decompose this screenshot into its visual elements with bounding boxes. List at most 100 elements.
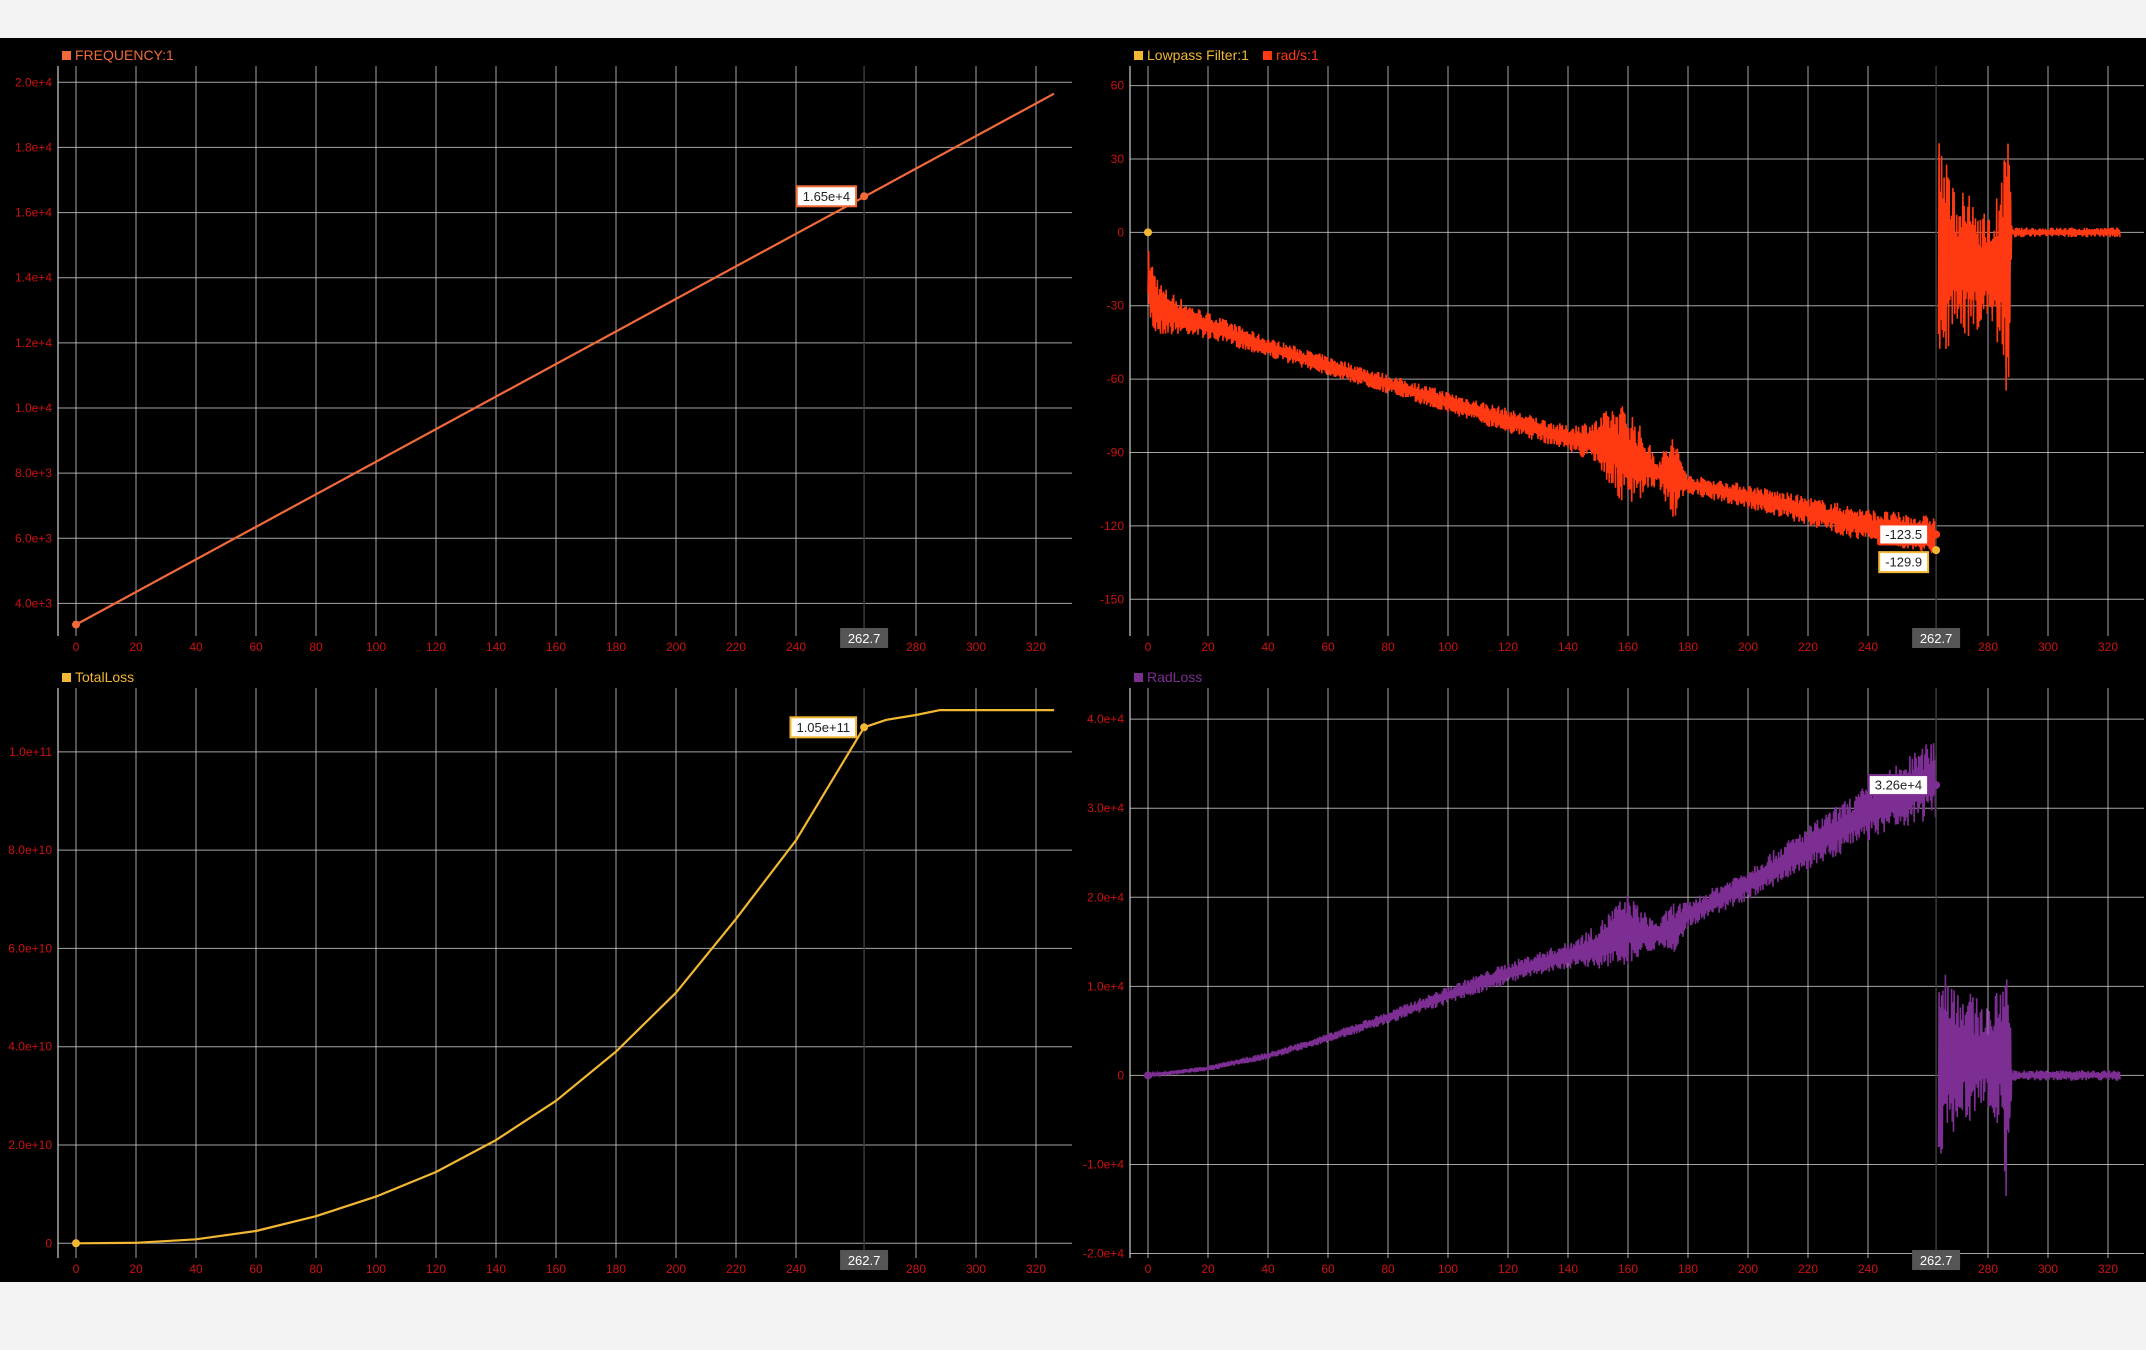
x-tick-label: 20 [129, 1262, 143, 1276]
y-tick-label: -120 [1100, 519, 1124, 533]
x-tick-label: 120 [426, 1262, 446, 1276]
data-point-marker [860, 723, 869, 732]
data-point-marker [1144, 228, 1152, 237]
legend-swatch [1134, 673, 1143, 682]
y-tick-label: 6.0e+10 [8, 941, 52, 955]
series-line [1937, 143, 2121, 391]
radps-chart[interactable]: 0 20 40 60 80 100 120 140 160 180 200 220 240 280 300 3… [1074, 38, 2146, 658]
y-tick-label: 1.0e+11 [9, 745, 52, 759]
x-tick-label: 140 [1558, 640, 1578, 654]
y-tick-label: 2.0e+4 [15, 75, 52, 89]
x-tick-label: 0 [73, 640, 80, 654]
y-tick-label: -90 [1107, 446, 1125, 460]
y-tick-label: 2.0e+10 [8, 1138, 52, 1152]
x-tick-label: 60 [249, 640, 263, 654]
series-line [1147, 743, 1937, 1080]
y-tick-label: 1.0e+4 [1087, 979, 1124, 993]
x-tick-label: 320 [2098, 640, 2118, 654]
value-readout-text: -123.5 [1885, 527, 1922, 542]
cursor-label: 262.7 [1920, 1253, 1953, 1268]
legend-label: TotalLoss [75, 669, 134, 685]
y-tick-label: 8.0e+3 [15, 466, 52, 480]
series-line [75, 709, 1054, 1245]
value-readout: 1.05e+11 [789, 716, 858, 739]
x-tick-label: 20 [1201, 640, 1215, 654]
legend-swatch [1262, 51, 1272, 60]
totalloss-chart[interactable]: 0 20 40 60 80 100 120 140 160 180 200 220 240 280 300 3… [2, 660, 1074, 1280]
data-point-marker [72, 1239, 80, 1248]
y-tick-label: -60 [1107, 372, 1125, 386]
x-tick-label: 180 [1678, 640, 1698, 654]
x-tick-label: 220 [726, 640, 746, 654]
x-tick-label: 120 [1498, 640, 1518, 654]
legend-swatch [1134, 51, 1143, 60]
y-tick-label: -1.0e+4 [1083, 1157, 1124, 1171]
x-tick-label: 100 [1438, 1262, 1458, 1276]
x-tick-label: 160 [546, 640, 566, 654]
y-tick-label: -30 [1107, 299, 1125, 313]
totalloss-chart-panel: 0 20 40 60 80 100 120 140 160 180 200 220 240 280 300 3… [2, 660, 1074, 1280]
x-tick-label: 200 [666, 640, 686, 654]
y-tick-label: 4.0e+4 [1087, 712, 1124, 726]
x-tick-label: 200 [666, 1262, 686, 1276]
x-tick-label: 80 [1381, 640, 1395, 654]
x-tick-label: 160 [546, 1262, 566, 1276]
y-tick-label: -2.0e+4 [1083, 1247, 1124, 1261]
value-readout-text: 1.05e+11 [796, 720, 850, 735]
data-point-marker [72, 620, 80, 629]
x-tick-label: 120 [1498, 1262, 1518, 1276]
cursor-label-box[interactable] [1912, 1250, 1961, 1270]
x-tick-label: 240 [786, 1262, 806, 1276]
data-point-marker [1932, 781, 1941, 790]
cursor-label-box[interactable] [840, 628, 889, 648]
x-tick-label: 220 [1798, 1262, 1818, 1276]
frequency-chart-panel: 0 20 40 60 80 100 120 140 160 180 200 220 240 280 300 3… [2, 38, 1074, 658]
legend-label: rad/s:1 [1276, 47, 1319, 63]
x-tick-label: 280 [1978, 1262, 1998, 1276]
x-tick-label: 60 [1321, 1262, 1335, 1276]
x-tick-label: 160 [1618, 1262, 1638, 1276]
value-readout-box [1878, 551, 1930, 574]
legend-label: Lowpass Filter:1 [1147, 47, 1249, 63]
cursor-label: 262.7 [848, 631, 881, 646]
x-tick-label: 120 [426, 640, 446, 654]
cursor-label: 262.7 [848, 1253, 881, 1268]
x-tick-label: 240 [1858, 1262, 1878, 1276]
y-tick-label: 3.0e+4 [1087, 801, 1124, 815]
value-readout-text: 3.26e+4 [1875, 778, 1922, 793]
radloss-chart[interactable]: 0 20 40 60 80 100 120 140 160 180 200 220 240 280 300 3… [1074, 660, 2146, 1280]
x-tick-label: 180 [1678, 1262, 1698, 1276]
series-line [75, 92, 1055, 626]
value-readout-box [795, 185, 858, 208]
plot-grid: 0 20 40 60 80 100 120 140 160 180 200 220 240 280 300 3… [0, 38, 2146, 1282]
x-tick-label: 160 [1618, 640, 1638, 654]
y-tick-label: 0 [1117, 1068, 1124, 1082]
x-tick-label: 0 [1145, 1262, 1152, 1276]
value-readout: -123.5 [1878, 523, 1930, 546]
value-readout-box [1878, 523, 1930, 546]
x-tick-label: 320 [1026, 640, 1046, 654]
x-tick-label: 140 [486, 640, 506, 654]
y-tick-label: 1.6e+4 [15, 206, 52, 220]
value-readout-text: -129.9 [1885, 555, 1922, 570]
x-tick-label: 280 [906, 1262, 926, 1276]
x-tick-label: 20 [129, 640, 143, 654]
cursor-label-box[interactable] [1912, 628, 1961, 648]
legend-label: RadLoss [1147, 669, 1202, 685]
cursor-label-box[interactable] [840, 1250, 889, 1270]
x-tick-label: 180 [606, 1262, 626, 1276]
chart-background [2, 660, 1074, 1280]
radloss-chart-panel: 0 20 40 60 80 100 120 140 160 180 200 220 240 280 300 3… [1074, 660, 2146, 1280]
x-tick-label: 0 [1145, 640, 1152, 654]
cursor-label: 262.7 [1920, 631, 1953, 646]
x-tick-label: 220 [1798, 640, 1818, 654]
y-tick-label: 1.8e+4 [15, 140, 52, 154]
x-tick-label: 140 [1558, 1262, 1578, 1276]
x-tick-label: 300 [2038, 640, 2058, 654]
x-tick-label: 100 [1438, 640, 1458, 654]
value-readout: -129.9 [1878, 551, 1930, 574]
y-tick-label: 1.4e+4 [15, 271, 52, 285]
series-line [1147, 250, 1937, 554]
frequency-chart[interactable]: 0 20 40 60 80 100 120 140 160 180 200 220 240 280 300 3… [2, 38, 1074, 658]
x-tick-label: 80 [309, 1262, 323, 1276]
